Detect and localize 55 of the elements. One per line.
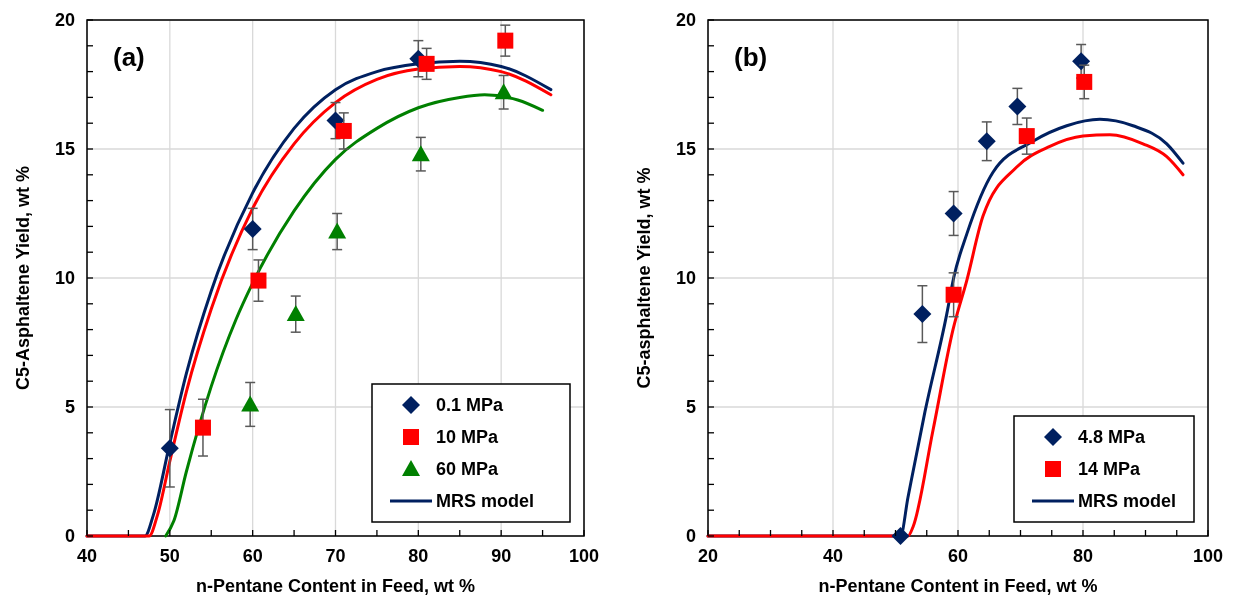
y-tick-label: 0 xyxy=(64,526,75,547)
point xyxy=(243,219,262,238)
point xyxy=(1008,97,1027,116)
legend-label: 60 MPa xyxy=(436,459,500,480)
point xyxy=(328,222,347,239)
x-tick-label: 100 xyxy=(568,546,600,566)
x-tick-label: 80 xyxy=(408,546,429,566)
y-tick-label: 20 xyxy=(54,10,75,31)
point xyxy=(286,305,305,322)
y-tick-label: 10 xyxy=(54,268,75,289)
point xyxy=(250,272,267,289)
point xyxy=(411,145,430,162)
point xyxy=(891,527,910,545)
x-tick-label: 40 xyxy=(822,546,844,566)
x-tick-label: 100 xyxy=(1192,546,1224,566)
legend-label: 10 MPa xyxy=(436,427,500,448)
x-tick-label: 80 xyxy=(1072,546,1094,566)
point xyxy=(977,132,996,151)
annotation: (b) xyxy=(734,42,768,72)
y-axis-title: C5-Asphaltene Yield, wt % xyxy=(13,165,33,391)
y-tick-label: 15 xyxy=(54,139,75,160)
legend-label: MRS model xyxy=(436,491,535,512)
point xyxy=(241,395,260,412)
legend-label: 0.1 MPa xyxy=(436,395,505,416)
x-axis-title: n-Pentane Content in Feed, wt % xyxy=(195,576,476,596)
x-tick-label: 70 xyxy=(325,546,346,566)
point xyxy=(335,122,352,139)
x-tick-label: 90 xyxy=(491,546,512,566)
y-tick-label: 5 xyxy=(685,397,696,418)
y-tick-label: 20 xyxy=(675,10,696,31)
point xyxy=(944,204,963,223)
y-tick-label: 15 xyxy=(675,139,696,160)
x-axis-title: n-Pentane Content in Feed, wt % xyxy=(818,576,1098,596)
point xyxy=(1018,128,1035,145)
point xyxy=(497,32,514,49)
point xyxy=(194,419,211,436)
point xyxy=(945,286,962,303)
point xyxy=(160,439,179,458)
legend-label: 14 MPa xyxy=(1078,459,1142,480)
point xyxy=(1076,73,1093,90)
point xyxy=(913,305,932,324)
x-tick-label: 40 xyxy=(76,546,98,566)
x-tick-label: 60 xyxy=(947,546,969,566)
point xyxy=(1072,52,1091,71)
y-tick-label: 0 xyxy=(685,526,696,547)
y-axis-title: C5-asphaltene Yield, wt % xyxy=(634,167,654,389)
y-tick-label: 5 xyxy=(64,397,75,418)
x-tick-label: 60 xyxy=(242,546,263,566)
y-tick-label: 10 xyxy=(675,268,696,289)
annotation: (a) xyxy=(113,42,145,72)
point xyxy=(418,55,435,72)
point xyxy=(494,83,513,100)
legend-label: MRS model xyxy=(1078,491,1177,512)
x-tick-label: 50 xyxy=(159,546,180,566)
legend-label: 4.8 MPa xyxy=(1078,427,1147,448)
